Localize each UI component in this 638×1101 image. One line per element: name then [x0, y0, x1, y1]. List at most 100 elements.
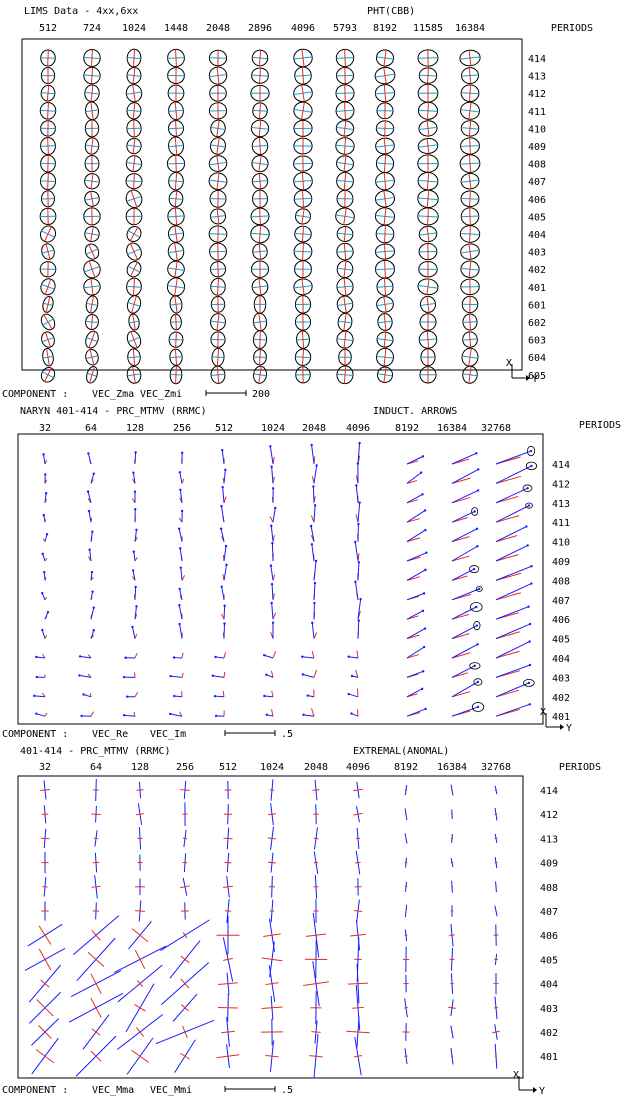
vec-re-arrow	[495, 641, 530, 659]
plot-frame	[17, 775, 524, 1079]
vec-mmi-line	[221, 1030, 235, 1034]
vec-zmi-axis	[216, 67, 220, 85]
arrow-tip	[214, 655, 217, 659]
vec-re-arrow	[222, 487, 225, 503]
vec-im-arrow	[272, 612, 277, 620]
vec-re-arrow	[406, 708, 426, 717]
vec-zmi-axis	[132, 102, 136, 119]
arrow-tip	[135, 528, 138, 531]
arrow-tip	[223, 604, 226, 607]
vec-zmi-axis	[174, 137, 178, 155]
vec-mmi-line	[90, 997, 102, 1018]
vec-re-arrow	[311, 444, 315, 465]
vec-re-arrow	[495, 623, 531, 640]
period-tick-label: 512	[215, 423, 233, 434]
arrow-tip	[211, 674, 215, 677]
site-label: 409	[540, 859, 558, 870]
vec-zmi-axis	[175, 155, 177, 173]
vec-mmi-line	[180, 885, 190, 889]
vec-im-arrow	[406, 654, 420, 659]
vec-re-arrow	[264, 695, 274, 698]
vec-im-arrow	[311, 708, 315, 717]
site-label: 403	[552, 673, 570, 684]
arrow-tip	[315, 464, 318, 467]
arrow-tip	[420, 687, 424, 691]
arrow-tip	[43, 570, 46, 574]
vec-re-arrow	[88, 510, 92, 523]
vec-mmi-line	[136, 813, 144, 816]
vec-im-arrow	[310, 515, 315, 523]
vec-re-arrow	[302, 656, 315, 659]
vec-im-arrow	[451, 633, 470, 640]
site-label: 605	[528, 371, 546, 382]
vec-re-arrow	[451, 528, 478, 543]
vec-re-arrow	[406, 529, 426, 543]
vec-zmi-axis	[133, 119, 135, 137]
arrow-tip	[530, 565, 533, 568]
vec-re-arrow	[451, 588, 480, 601]
vec-re-arrow	[406, 510, 426, 523]
arrow-tip	[87, 509, 91, 513]
arrow-tip	[527, 681, 531, 685]
site-label: 413	[540, 834, 558, 845]
vec-zmi-axis	[426, 172, 430, 190]
site-label: 414	[540, 786, 558, 797]
vec-im-arrow	[451, 575, 468, 581]
vec-re-arrow	[270, 565, 274, 581]
vec-mmi-line	[135, 910, 145, 912]
arrow-tip	[530, 464, 533, 468]
arrow-tip	[179, 488, 182, 492]
vec-mmi-line	[309, 1055, 323, 1058]
vec-mmi-line	[268, 813, 276, 816]
site-label: 403	[540, 1004, 558, 1015]
vec-zmi-axis	[132, 138, 136, 154]
arrow-tip	[270, 601, 273, 605]
vec-re-arrow	[406, 628, 426, 640]
vec-im-arrow	[355, 669, 359, 678]
site-label: 402	[552, 693, 570, 704]
period-tick-label: 32	[39, 423, 51, 434]
error-ellipse	[469, 662, 481, 670]
vec-re-arrow	[313, 560, 317, 581]
vec-zmi-axis	[384, 260, 386, 279]
arrow-tip	[527, 605, 530, 608]
vec-zmi-axis	[216, 137, 220, 155]
panel-3-title: 401-414 - PRC_MTMV (RRMC)	[20, 746, 171, 757]
arrow-tip	[421, 455, 425, 458]
arrow-tip	[180, 509, 184, 513]
site-label: 407	[528, 177, 546, 188]
vec-re-arrow	[451, 568, 475, 581]
arrow-tip	[476, 545, 479, 548]
vec-zmi-axis	[216, 208, 220, 224]
vec-zmi-axis	[88, 260, 96, 278]
vec-zmi-axis	[46, 85, 50, 102]
arrow-tip	[350, 712, 353, 715]
period-tick-label: 512	[39, 23, 57, 34]
site-label: 406	[552, 615, 570, 626]
vec-re-arrow	[212, 675, 225, 678]
site-label: 406	[528, 195, 546, 206]
vec-zmi-axis	[258, 313, 262, 331]
vec-re-arrow	[354, 581, 359, 600]
vec-re-arrow	[272, 507, 276, 523]
vec-mmi-line	[91, 885, 101, 888]
period-tick-label: 128	[126, 423, 144, 434]
vec-re-arrow	[42, 553, 46, 562]
vec-zmi-axis	[175, 314, 177, 330]
vec-im-arrow	[313, 669, 318, 678]
vec-re-arrow	[348, 656, 359, 659]
vec-zmi-axis	[383, 278, 387, 296]
vec-im-arrow	[181, 672, 184, 678]
vec-zmi-axis	[383, 296, 387, 313]
site-label: 408	[552, 576, 570, 587]
vec-mmi-line	[90, 1050, 102, 1062]
arrow-tip	[131, 569, 135, 572]
vec-mmi-line	[261, 957, 283, 962]
vec-zmi-axis	[301, 348, 305, 366]
legend-entry-2: VEC_Mmi	[150, 1085, 192, 1096]
vec-zmi-axis	[174, 261, 178, 278]
vec-zmi-axis	[216, 313, 220, 331]
vec-zmi-axis	[90, 101, 94, 120]
arrow-tip	[358, 441, 361, 445]
site-label: 404	[528, 230, 546, 241]
